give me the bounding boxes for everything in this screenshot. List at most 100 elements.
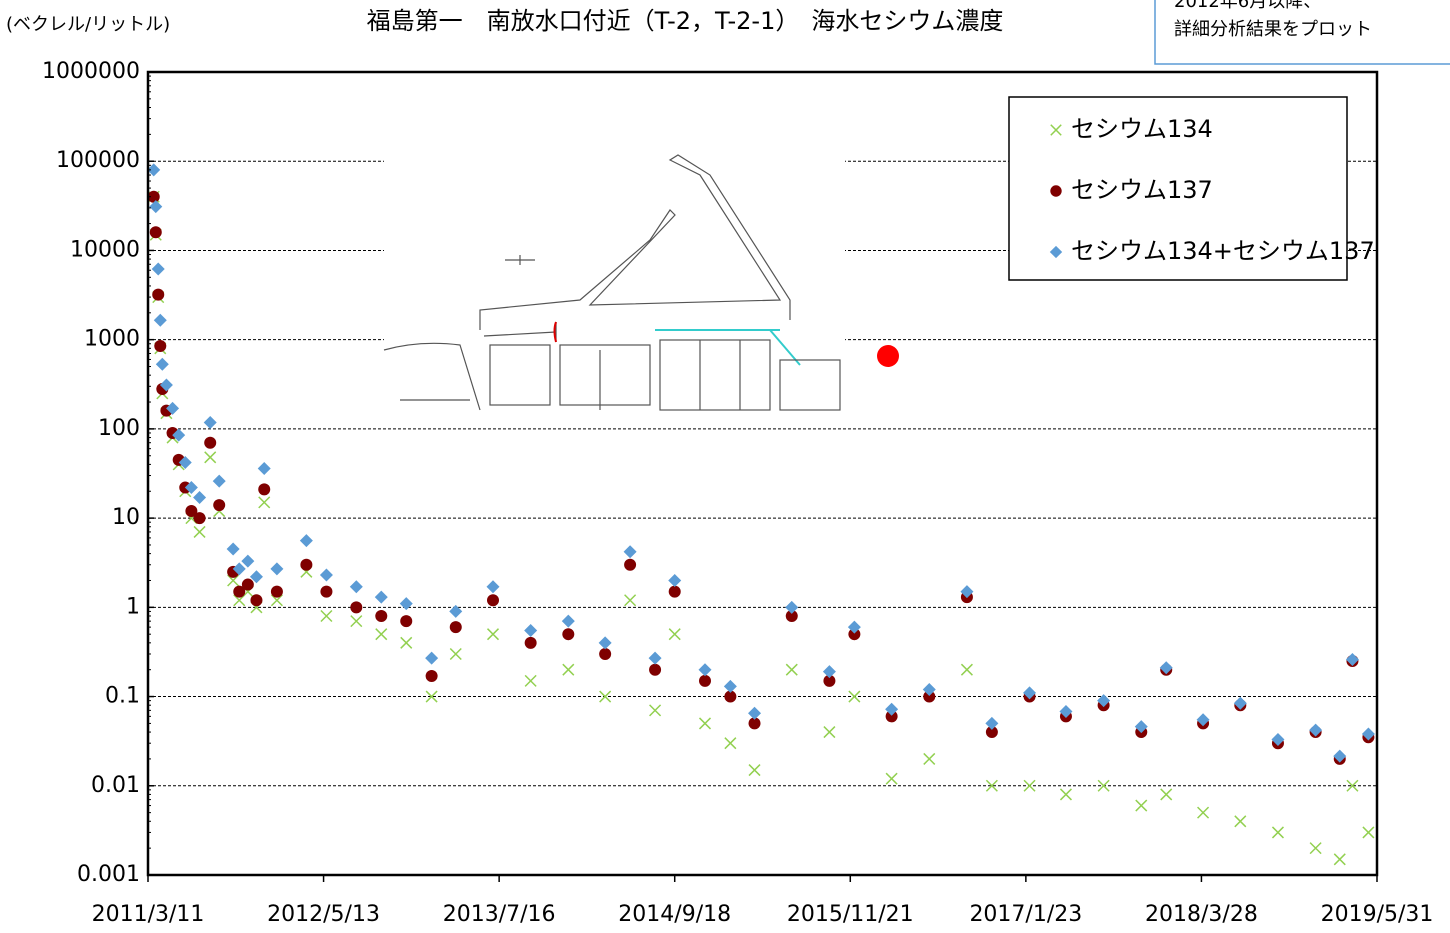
circle-marker (300, 558, 313, 571)
diamond-marker (212, 474, 226, 488)
diamond-marker (1134, 720, 1148, 734)
cross-marker (227, 574, 240, 587)
cross-marker (960, 663, 973, 676)
location-marker (877, 345, 899, 367)
chart-title: 福島第一 南放水口付近（T-2，T-2-1） 海水セシウム濃度 (367, 7, 1004, 35)
circle-marker (152, 288, 165, 301)
diamond-marker (151, 262, 165, 276)
diamond-marker (153, 313, 167, 327)
cross-marker (486, 628, 500, 641)
diamond-marker (232, 562, 246, 576)
diamond-marker (960, 585, 974, 599)
circle-marker (320, 585, 333, 598)
cross-marker (524, 674, 537, 687)
y-tick-label: 1 (126, 594, 140, 619)
circle-marker (185, 505, 198, 518)
cross-marker (1333, 853, 1346, 866)
circle-marker (400, 615, 413, 628)
cross-marker (320, 609, 333, 623)
diamond-marker (623, 545, 637, 559)
circle-marker (649, 663, 662, 676)
cross-marker (350, 615, 363, 628)
cross-marker (193, 525, 206, 538)
cross-marker (599, 690, 612, 703)
circle-marker (241, 578, 254, 591)
cross-marker (724, 737, 737, 750)
circle-marker (748, 717, 761, 730)
circle-marker (724, 690, 737, 703)
cross-marker (848, 690, 861, 703)
cross-marker (1097, 779, 1110, 792)
cross-marker (1346, 779, 1359, 792)
cross-marker (400, 636, 413, 649)
circle-marker (258, 483, 271, 496)
x-tick-label: 2013/7/16 (443, 902, 556, 927)
circle-marker (250, 594, 263, 607)
circle-marker (487, 594, 500, 607)
diamond-marker (166, 401, 180, 415)
diamond-marker (1361, 727, 1375, 741)
y-tick-label: 1000 (84, 327, 140, 352)
cross-marker (270, 594, 283, 607)
diamond-marker (1196, 713, 1210, 727)
diamond-marker (319, 568, 333, 582)
diamond-marker (847, 620, 861, 634)
diamond-marker (374, 590, 388, 604)
legend: セシウム134 セシウム137 セシウム134+セシウム137 (1008, 96, 1375, 281)
plot-frame (146, 70, 1379, 877)
diamond-marker (885, 702, 899, 716)
y-tick-label: 0.1 (105, 684, 140, 709)
circle-marker (599, 647, 612, 660)
diamond-marker (449, 604, 463, 618)
diamond-marker (1159, 661, 1173, 675)
diamond-marker (1023, 686, 1037, 700)
legend-box (1008, 96, 1348, 281)
diamond-marker (226, 542, 240, 556)
diamond-marker (193, 491, 207, 505)
x-tick-label: 2015/11/21 (787, 902, 914, 927)
note-line: 2012年6月以降、 (1174, 0, 1321, 12)
circle-marker (193, 512, 206, 525)
diamond-marker (985, 716, 999, 730)
diamond-marker (249, 570, 263, 584)
diamond-marker (178, 456, 192, 470)
diamond-marker (1345, 653, 1359, 667)
diamond-marker (668, 573, 682, 587)
circle-marker (923, 690, 936, 703)
y-tick-label: 100000 (56, 148, 140, 173)
x-tick-label: 2014/9/18 (618, 902, 731, 927)
diamond-marker (203, 415, 217, 429)
diamond-marker (1271, 733, 1285, 747)
diamond-marker (1097, 694, 1111, 708)
diamond-marker (425, 651, 439, 665)
diamond-marker (172, 428, 186, 442)
circle-marker (233, 585, 246, 598)
cross-marker (1362, 826, 1375, 839)
x-tick-label: 2019/5/31 (1321, 902, 1434, 927)
x-tick-label: 2017/1/23 (969, 902, 1082, 927)
circle-marker (425, 669, 438, 682)
note-box: 2012年6月以降、 詳細分析結果をプロット (1154, 0, 1450, 65)
cross-marker (204, 451, 217, 464)
cross-marker (562, 663, 575, 676)
cross-marker (1059, 788, 1072, 801)
circle-marker (562, 628, 575, 641)
y-tick-label: 10 (112, 505, 140, 530)
diamond-marker (822, 665, 836, 679)
marks (147, 163, 1375, 866)
diamond-marker (1309, 723, 1323, 737)
cross-marker (425, 690, 438, 703)
diamond-marker (922, 682, 936, 696)
diamond-marker (723, 679, 737, 693)
cross-marker (649, 704, 662, 717)
map-inset (383, 145, 845, 413)
diamond-marker (149, 200, 163, 214)
cross-marker (785, 663, 798, 676)
circle-marker (149, 226, 162, 239)
circle-marker (154, 339, 167, 352)
map-drawing (383, 154, 841, 411)
y-tick-label: 0.001 (77, 862, 140, 887)
cross-marker (1135, 799, 1148, 812)
